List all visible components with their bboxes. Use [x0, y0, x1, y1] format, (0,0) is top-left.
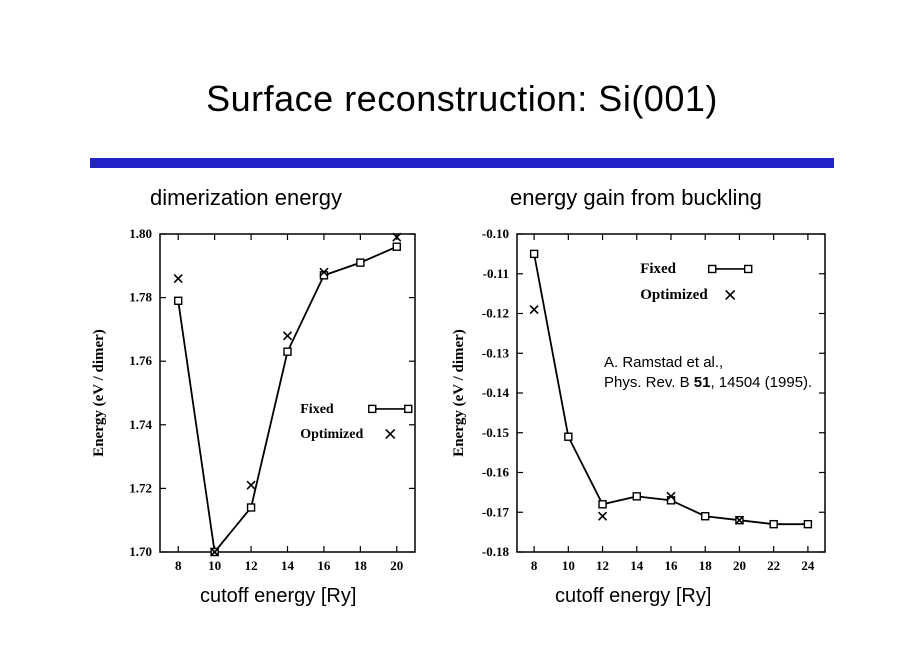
svg-text:Fixed: Fixed: [300, 402, 334, 417]
svg-text:10: 10: [208, 558, 221, 573]
svg-text:8: 8: [175, 558, 182, 573]
svg-text:Energy (eV / dimer): Energy (eV / dimer): [91, 329, 107, 457]
svg-text:-0.14: -0.14: [482, 385, 510, 400]
svg-text:-0.18: -0.18: [482, 544, 510, 559]
svg-text:16: 16: [665, 558, 679, 573]
divider-bar: [90, 158, 834, 168]
svg-text:10: 10: [562, 558, 575, 573]
svg-text:1.72: 1.72: [129, 480, 152, 495]
citation-text: A. Ramstad et al., Phys. Rev. B 51, 1450…: [600, 352, 816, 395]
left-chart-xlabel: cutoff energy [Ry]: [200, 585, 356, 608]
svg-text:22: 22: [767, 558, 780, 573]
svg-text:-0.12: -0.12: [482, 306, 509, 321]
svg-text:-0.15: -0.15: [482, 425, 510, 440]
left-chart: 8 10 12 14 16 18 20 1.70 1.72 1.74 1.76 1.78 1.80 Ene…: [85, 222, 425, 582]
citation-line2-prefix: Phys. Rev. B: [604, 374, 694, 391]
svg-text:12: 12: [245, 558, 258, 573]
left-chart-subhead: dimerization energy: [150, 185, 342, 211]
slide: Surface reconstruction: Si(001) dimeriza…: [0, 0, 924, 653]
svg-text:16: 16: [317, 558, 331, 573]
left-chart-svg: 8 10 12 14 16 18 20 1.70 1.72 1.74 1.76 1.78 1.80 Ene…: [85, 222, 425, 577]
right-chart-svg: 8 10 12 14 16 18 20 22 24 -0.18 -0.17 -0.16 -0.15 -0.…: [445, 222, 835, 577]
svg-text:-0.10: -0.10: [482, 226, 509, 241]
right-chart: 8 10 12 14 16 18 20 22 24 -0.18 -0.17 -0.16 -0.15 -0.…: [445, 222, 835, 582]
svg-text:1.74: 1.74: [129, 417, 152, 432]
svg-text:12: 12: [596, 558, 609, 573]
svg-text:-0.11: -0.11: [483, 266, 509, 281]
svg-text:Energy (eV / dimer): Energy (eV / dimer): [451, 329, 467, 457]
svg-text:-0.13: -0.13: [482, 345, 510, 360]
slide-title: Surface reconstruction: Si(001): [0, 78, 924, 120]
svg-text:1.70: 1.70: [129, 544, 152, 559]
citation-line1: A. Ramstad et al.,: [604, 354, 723, 371]
svg-text:8: 8: [531, 558, 538, 573]
svg-text:14: 14: [630, 558, 644, 573]
svg-text:20: 20: [733, 558, 746, 573]
svg-text:Fixed: Fixed: [640, 261, 676, 277]
right-chart-subhead: energy gain from buckling: [510, 185, 762, 211]
svg-text:Optimized: Optimized: [300, 427, 363, 442]
svg-text:20: 20: [390, 558, 403, 573]
svg-text:24: 24: [801, 558, 815, 573]
svg-text:14: 14: [281, 558, 295, 573]
svg-text:1.80: 1.80: [129, 226, 152, 241]
svg-text:-0.17: -0.17: [482, 504, 510, 519]
citation-volume: 51: [694, 374, 711, 391]
right-chart-xlabel: cutoff energy [Ry]: [555, 585, 711, 608]
svg-text:1.78: 1.78: [129, 290, 152, 305]
svg-text:1.76: 1.76: [129, 353, 152, 368]
svg-text:Optimized: Optimized: [640, 287, 708, 303]
svg-text:-0.16: -0.16: [482, 465, 510, 480]
citation-line2-suffix: , 14504 (1995).: [710, 374, 812, 391]
svg-text:18: 18: [354, 558, 368, 573]
svg-text:18: 18: [699, 558, 713, 573]
